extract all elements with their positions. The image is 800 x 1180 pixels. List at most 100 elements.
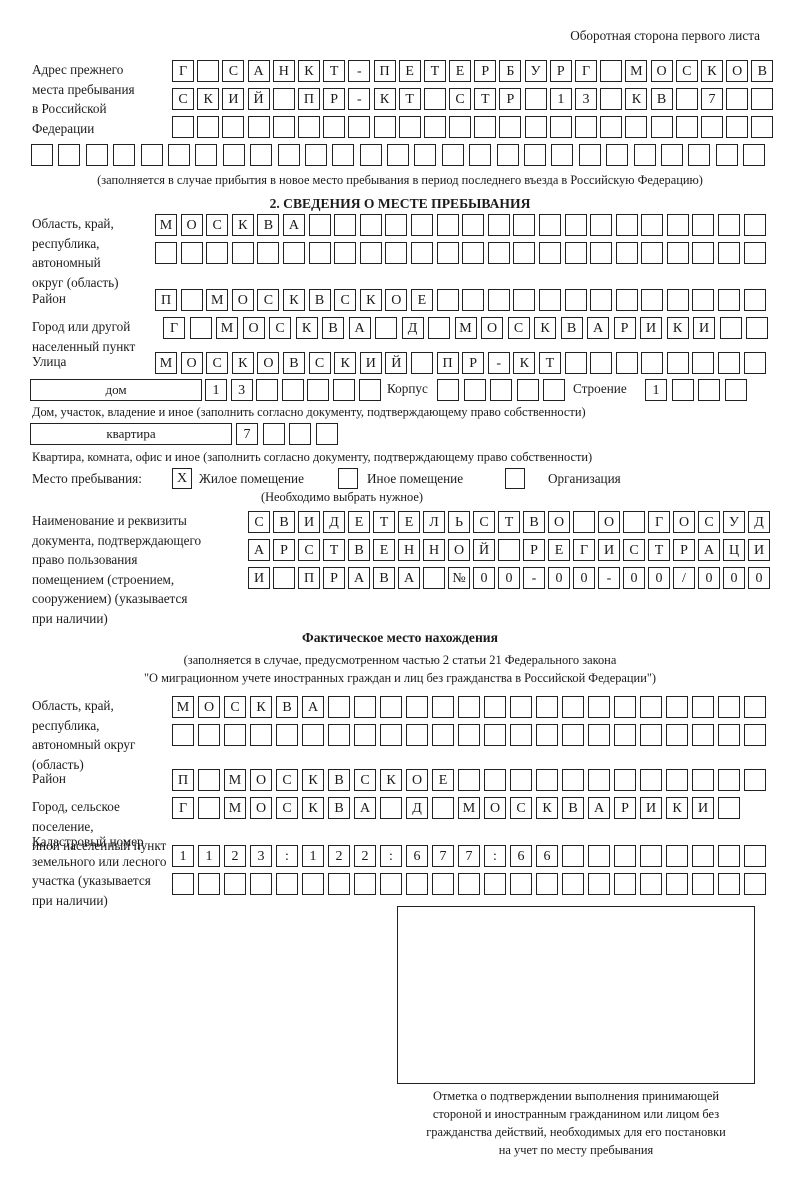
form-cell[interactable]: Е	[432, 769, 454, 791]
form-cell[interactable]	[510, 769, 532, 791]
form-cell[interactable]	[206, 242, 229, 264]
form-cell[interactable]	[715, 144, 738, 166]
form-cell[interactable]: Д	[323, 511, 345, 533]
form-cell[interactable]	[743, 214, 766, 236]
form-cell[interactable]: Е	[410, 289, 433, 311]
form-cell[interactable]: С	[224, 696, 246, 718]
form-cell[interactable]: О	[198, 696, 220, 718]
form-cell[interactable]: Р	[323, 567, 345, 589]
form-cell[interactable]	[564, 214, 587, 236]
prev-address-row-3[interactable]	[172, 116, 777, 138]
form-cell[interactable]	[458, 769, 480, 791]
form-cell[interactable]	[334, 214, 357, 236]
form-cell[interactable]	[615, 214, 638, 236]
form-cell[interactable]	[281, 379, 304, 401]
form-cell[interactable]: Н	[272, 60, 295, 82]
form-cell[interactable]	[250, 144, 273, 166]
form-cell[interactable]: О	[180, 352, 203, 374]
form-cell[interactable]: 0	[623, 567, 645, 589]
form-cell[interactable]: М	[206, 289, 229, 311]
form-cell[interactable]: К	[302, 769, 324, 791]
form-cell[interactable]	[625, 116, 648, 138]
form-cell[interactable]	[743, 352, 766, 374]
form-cell[interactable]	[222, 116, 245, 138]
form-cell[interactable]: Т	[648, 539, 670, 561]
form-cell[interactable]	[496, 144, 519, 166]
form-cell[interactable]: К	[197, 88, 220, 110]
form-cell[interactable]	[385, 214, 408, 236]
form-cell[interactable]	[198, 797, 220, 819]
form-cell[interactable]	[297, 116, 320, 138]
form-cell[interactable]: И	[693, 317, 715, 339]
form-cell[interactable]: К	[666, 317, 689, 339]
form-cell[interactable]	[724, 379, 747, 401]
document-row-3[interactable]: И П Р А В А № 0 0-0 0-0 0/0 0 0	[248, 567, 773, 589]
form-cell[interactable]	[354, 724, 376, 746]
form-cell[interactable]	[700, 116, 723, 138]
form-cell[interactable]: И	[598, 539, 620, 561]
form-cell[interactable]: И	[222, 88, 245, 110]
form-cell[interactable]: О	[242, 317, 265, 339]
form-cell[interactable]	[172, 873, 194, 895]
form-cell[interactable]	[744, 845, 766, 867]
form-cell[interactable]	[719, 317, 742, 339]
form-cell[interactable]: У	[524, 60, 547, 82]
form-cell[interactable]	[276, 873, 298, 895]
form-cell[interactable]	[615, 289, 638, 311]
form-cell[interactable]	[172, 116, 194, 138]
form-cell[interactable]: М	[216, 317, 238, 339]
form-cell[interactable]	[273, 567, 295, 589]
form-cell[interactable]: И	[692, 797, 714, 819]
form-cell[interactable]	[250, 724, 272, 746]
prev-address-row-4[interactable]	[31, 144, 771, 166]
form-cell[interactable]: К	[231, 352, 254, 374]
form-cell[interactable]	[675, 88, 698, 110]
form-cell[interactable]	[197, 116, 220, 138]
form-cell[interactable]	[718, 242, 741, 264]
form-cell[interactable]: Р	[673, 539, 695, 561]
form-cell[interactable]: П	[155, 289, 177, 311]
form-cell[interactable]: К	[666, 797, 688, 819]
form-cell[interactable]: М	[155, 352, 177, 374]
form-cell[interactable]: К	[534, 317, 556, 339]
form-cell[interactable]	[462, 214, 485, 236]
form-cell[interactable]	[600, 116, 623, 138]
form-cell[interactable]: О	[598, 511, 620, 533]
checkbox-zhiloe[interactable]: X	[172, 468, 192, 489]
form-cell[interactable]: О	[180, 214, 203, 236]
form-cell[interactable]	[432, 797, 454, 819]
form-cell[interactable]	[373, 116, 396, 138]
actual-region-row-2[interactable]	[172, 724, 770, 746]
form-cell[interactable]	[334, 242, 357, 264]
form-cell[interactable]	[463, 379, 486, 401]
form-cell[interactable]: -	[523, 567, 545, 589]
form-cell[interactable]: К	[513, 352, 536, 374]
form-cell[interactable]	[198, 769, 220, 791]
form-cell[interactable]	[484, 873, 506, 895]
form-cell[interactable]	[155, 242, 177, 264]
form-cell[interactable]	[510, 724, 532, 746]
form-cell[interactable]: М	[155, 214, 177, 236]
form-cell[interactable]	[410, 242, 433, 264]
form-cell[interactable]	[513, 289, 536, 311]
form-cell[interactable]: Т	[538, 352, 561, 374]
form-cell[interactable]	[198, 873, 220, 895]
form-cell[interactable]	[538, 289, 561, 311]
form-cell[interactable]: Г	[163, 317, 185, 339]
form-cell[interactable]	[247, 116, 270, 138]
form-cell[interactable]	[564, 289, 587, 311]
form-cell[interactable]: 1	[205, 379, 227, 401]
form-cell[interactable]: 0	[573, 567, 595, 589]
form-cell[interactable]	[380, 724, 402, 746]
form-cell[interactable]: Е	[398, 60, 421, 82]
form-cell[interactable]	[726, 88, 749, 110]
form-cell[interactable]: 0	[698, 567, 720, 589]
form-cell[interactable]: В	[650, 88, 673, 110]
form-cell[interactable]: М	[172, 696, 194, 718]
form-cell[interactable]	[666, 769, 688, 791]
form-cell[interactable]	[536, 873, 558, 895]
form-cell[interactable]: Ц	[723, 539, 745, 561]
form-cell[interactable]: Г	[172, 60, 194, 82]
